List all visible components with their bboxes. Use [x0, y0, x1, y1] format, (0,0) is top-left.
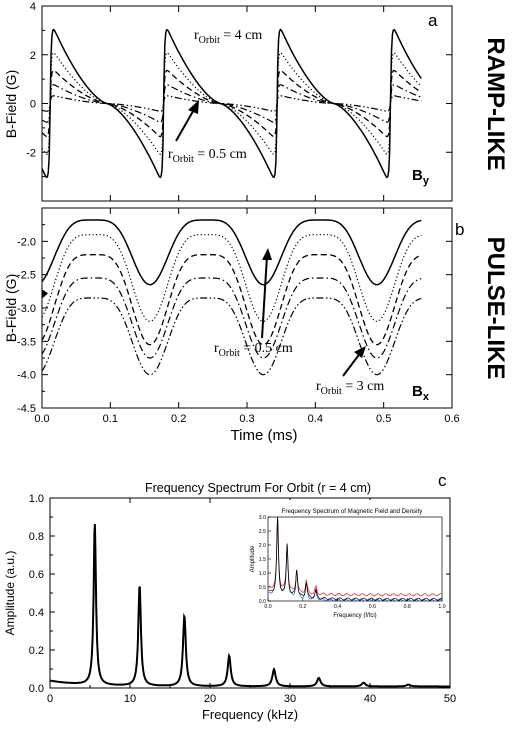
panel-b-curves: [41, 219, 422, 376]
series-line: [41, 219, 422, 286]
series-line: [41, 84, 422, 123]
panel-c-letter: c: [438, 471, 447, 490]
inset-xtick-label: 0.4: [334, 604, 341, 610]
inset-title: Frequency Spectrum of Magnetic Field and…: [282, 508, 424, 515]
panel-a-annotation-bottom: rOrbit = 0.5 cm: [168, 147, 247, 165]
panel-b-ytick-label: -2.0: [17, 236, 36, 248]
inset-ticks: 0.0 0.5 1.0 1.5 2.0 2.5 3.0 0.0 0.2 0.4 0.6 0.8 1.0: [259, 515, 446, 610]
inset-xtick-label: 0.0: [264, 604, 271, 610]
panel-b-ytick-label: -4.0: [17, 370, 36, 382]
panel-a: 4 2 0 -2 a B-Field (G) RAMP-LIKE rOrbit = 4…: [3, 1, 509, 202]
panel-b-xtick-label: 0.1: [103, 413, 118, 425]
inset-ytick-label: 1.0: [259, 571, 266, 577]
panel-b-xlabel: Time (ms): [231, 427, 298, 444]
panel-b: -2.0 -2.5 -3.0 -3.5 -4.0 -4.50.0 0.1 0.2 0.3 0.4 0…: [3, 207, 509, 444]
panel-b-annotation-right: rOrbit = 3 cm: [316, 379, 384, 397]
panel-a-ytick-label: 2: [30, 50, 36, 62]
series-line: [41, 95, 422, 112]
panel-a-y-ticks: 4 2 0 -2: [26, 1, 453, 201]
panel-c-xtick-label: 40: [364, 693, 376, 705]
panel-b-xtick-label: 0.0: [34, 413, 49, 425]
panel-c-xtick-label: 50: [444, 693, 456, 705]
panel-b-ytick-label: -3.0: [17, 303, 36, 315]
spectrum-line: [50, 524, 450, 688]
series-line: [41, 69, 422, 138]
inset-ytick-label: 0.0: [259, 599, 266, 605]
panel-c-xtick-label: 20: [204, 693, 216, 705]
inset-ytick-label: 3.0: [259, 515, 266, 521]
panel-b-xtick-label: 0.2: [171, 413, 186, 425]
inset-ytick-label: 0.5: [259, 585, 266, 591]
panel-c-ylabel: Amplitude (a.u.): [3, 551, 17, 636]
panel-a-ytick-label: -2: [26, 147, 36, 159]
panel-c-ytick-label: 0.8: [29, 531, 44, 543]
inset-series-line: [268, 516, 442, 601]
inset-xtick-label: 0.6: [369, 604, 376, 610]
panel-b-xtick-label: 0.3: [239, 413, 254, 425]
panel-c-ticks: 1.00.80.60.40.20.00 10 20 30 40 50: [29, 493, 456, 705]
panel-b-side-label: PULSE-LIKE: [482, 237, 509, 380]
inset-ytick-label: 2.5: [259, 529, 266, 535]
inset-xtick-label: 0.8: [404, 604, 411, 610]
inset-ytick-label: 1.5: [259, 557, 266, 563]
panel-c-spectrum: [50, 524, 450, 688]
panel-b-frame: [41, 207, 453, 409]
panel-c-xtick-label: 0: [47, 693, 53, 705]
panel-b-ytick-label: -3.5: [17, 336, 36, 348]
inset-ylabel: Amplitude: [250, 545, 256, 572]
panel-a-ytick-label: 4: [30, 1, 36, 13]
panel-b-xtick-label: 0.6: [444, 413, 459, 425]
inset-xtick-label: 0.2: [299, 604, 306, 610]
series-line: [41, 254, 422, 346]
panel-a-ytick-label: 0: [30, 99, 36, 111]
inset-xtick-label: 1.0: [438, 604, 445, 610]
panel-b-ticks: -2.0 -2.5 -3.0 -3.5 -4.0 -4.50.0 0.1 0.2 0.3 0.4 0…: [17, 208, 460, 425]
panel-a-component-label: By: [412, 167, 430, 187]
panel-c-xtick-label: 10: [124, 693, 136, 705]
inset-ytick-label: 2.0: [259, 543, 266, 549]
panel-a-side-label: RAMP-LIKE: [482, 37, 509, 170]
inset-curves: [268, 516, 443, 602]
panel-a-curves: [41, 28, 422, 179]
panel-c-ytick-label: 0.2: [29, 645, 44, 657]
inset-chart: Frequency Spectrum of Magnetic Field and…: [248, 500, 446, 619]
inset-xlabel: Frequency (f/fci): [333, 613, 376, 619]
panel-b-component-label: Bx: [412, 383, 430, 403]
panel-c-xlabel: Frequency (kHz): [202, 707, 298, 722]
series-line: [41, 297, 422, 376]
panel-c-ytick-label: 1.0: [29, 493, 44, 505]
panel-c-xtick-label: 30: [284, 693, 296, 705]
series-line: [41, 277, 422, 359]
panel-b-ytick-label: -2.5: [17, 270, 36, 282]
panel-b-arrow-left: [261, 248, 272, 339]
panel-c-title: Frequency Spectrum For Orbit (r = 4 cm): [145, 481, 371, 495]
panel-b-arrow-right: [342, 346, 366, 377]
panel-b-annotation-left: rOrbit = 0.5 cm: [214, 341, 293, 359]
panel-b-start-marker: [42, 289, 48, 299]
panel-b-ytick-label: -4.5: [17, 403, 36, 415]
panel-a-arrow: [175, 100, 199, 142]
panel-b-xtick-label: 0.5: [376, 413, 391, 425]
panel-c-ytick-label: 0.0: [29, 683, 44, 695]
panel-b-ylabel: B-Field (G): [3, 274, 19, 342]
panel-c: Frequency Spectrum For Orbit (r = 4 cm) …: [3, 471, 456, 722]
panel-c-ytick-label: 0.4: [29, 607, 44, 619]
panel-c-ytick-label: 0.6: [29, 569, 44, 581]
panel-a-ylabel: B-Field (G): [3, 70, 19, 138]
panel-a-letter: a: [428, 11, 438, 30]
panel-a-annotation-top: rOrbit = 4 cm: [194, 28, 262, 46]
panel-b-letter: b: [455, 220, 464, 239]
panel-b-xtick-label: 0.4: [308, 413, 323, 425]
series-line: [41, 52, 422, 155]
